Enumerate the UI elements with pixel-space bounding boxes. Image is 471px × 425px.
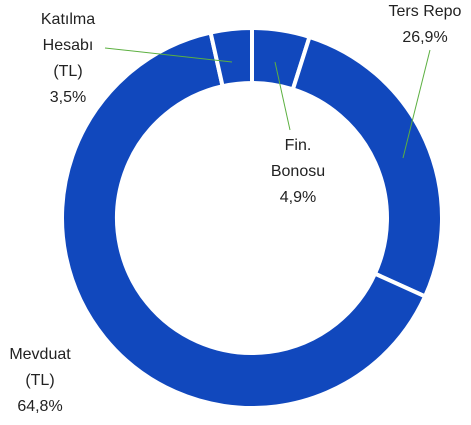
value-label: 26,9% [402, 29, 447, 46]
category-label: Ters Repo [389, 3, 462, 20]
value-label: 3,5% [50, 89, 86, 106]
category-label: (TL) [53, 63, 82, 80]
value-label: 4,9% [280, 189, 316, 206]
leader-line [402, 49, 431, 159]
category-label: Mevduat [9, 346, 71, 363]
value-label: 64,8% [17, 398, 62, 415]
category-label: (TL) [25, 372, 54, 389]
category-label: Bonosu [271, 163, 325, 180]
leader-line [104, 47, 233, 63]
donut-segment [208, 25, 254, 89]
leader-line [274, 61, 291, 131]
donut-segment [60, 30, 428, 410]
category-label: Hesabı [43, 37, 94, 54]
category-label: Katılma [41, 11, 95, 28]
category-label: Fin. [285, 137, 312, 154]
